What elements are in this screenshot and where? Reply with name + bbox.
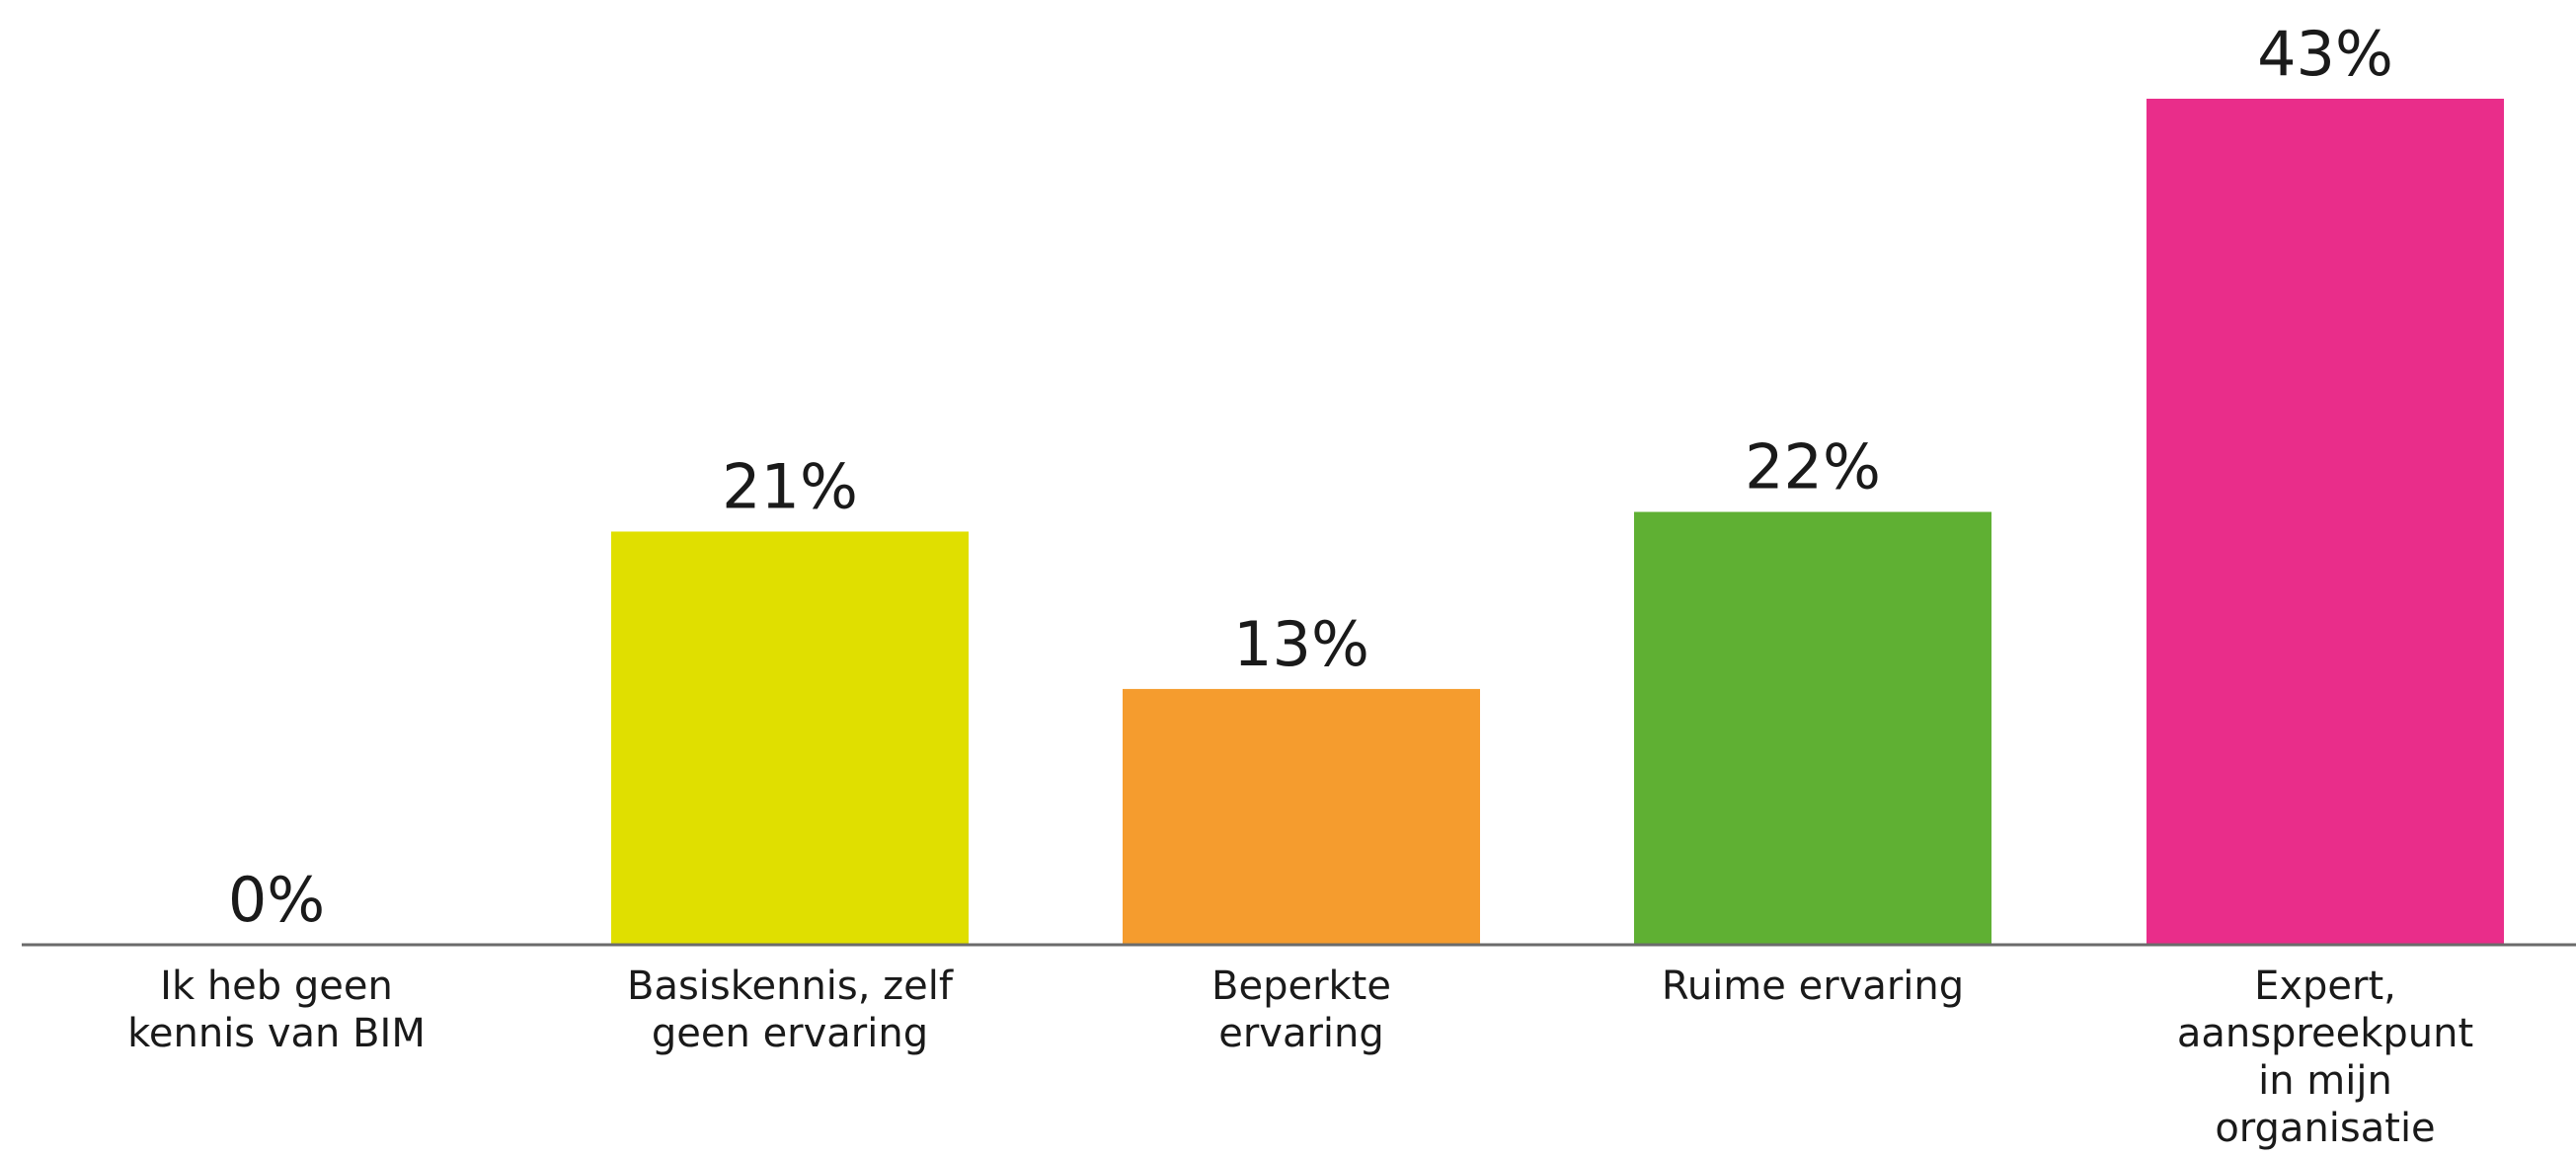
category-label-4: Ruime ervaring	[1662, 964, 1964, 1009]
category-label-2: Basiskennis, zelf geen ervaring	[627, 964, 954, 1056]
category-label-5: Expert, aanspreekpunt in mijn organisatie	[2177, 964, 2473, 1151]
bar-3	[1123, 688, 1480, 945]
category-labels-group: Ik heb geen kennis van BIM Basiskennis, ze…	[127, 964, 2473, 1151]
value-label-1: 0%	[228, 864, 325, 936]
value-labels-group: 0% 21% 13% 22% 43%	[228, 18, 2393, 936]
category-label-3: Beperkte ervaring	[1211, 964, 1391, 1056]
value-label-2: 21%	[722, 450, 858, 522]
bars-group	[611, 99, 2504, 945]
category-label-1: Ik heb geen kennis van BIM	[127, 964, 426, 1056]
value-label-5: 43%	[2257, 18, 2393, 90]
value-label-4: 22%	[1745, 431, 1881, 503]
bar-2	[611, 531, 969, 945]
bar-4	[1634, 511, 1991, 945]
bar-5	[2147, 99, 2504, 945]
value-label-3: 13%	[1233, 608, 1369, 680]
